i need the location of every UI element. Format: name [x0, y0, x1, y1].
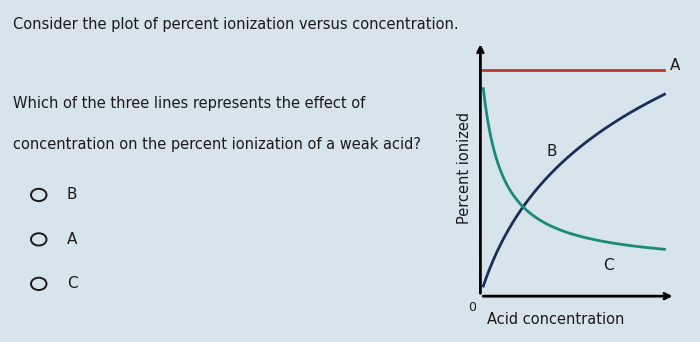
Text: C: C	[603, 258, 613, 273]
Text: B: B	[66, 187, 77, 202]
Text: Percent ionized: Percent ionized	[457, 111, 473, 224]
Text: concentration on the percent ionization of a weak acid?: concentration on the percent ionization …	[13, 137, 421, 152]
Text: C: C	[66, 276, 78, 291]
Text: Which of the three lines represents the effect of: Which of the three lines represents the …	[13, 96, 365, 111]
Text: Acid concentration: Acid concentration	[486, 312, 624, 327]
Text: 0: 0	[468, 301, 476, 314]
Text: Consider the plot of percent ionization versus concentration.: Consider the plot of percent ionization …	[13, 17, 459, 32]
Text: B: B	[547, 144, 557, 159]
Text: A: A	[670, 58, 680, 73]
Text: A: A	[66, 232, 77, 247]
